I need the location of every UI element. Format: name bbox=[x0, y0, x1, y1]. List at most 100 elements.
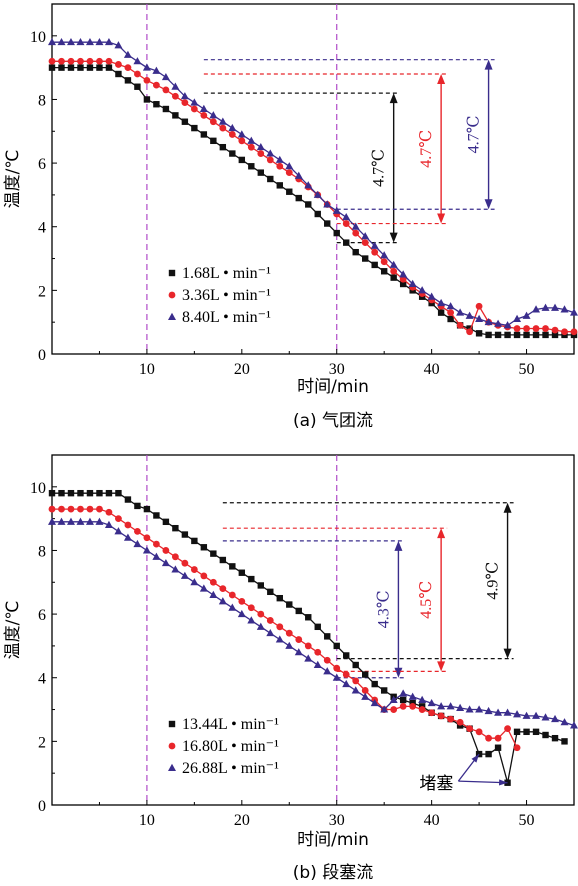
data-point bbox=[200, 572, 208, 580]
data-point bbox=[67, 505, 75, 513]
x-tick-label: 40 bbox=[424, 361, 440, 378]
data-point bbox=[257, 169, 264, 176]
data-point bbox=[456, 703, 465, 711]
y-tick-label: 0 bbox=[38, 347, 46, 364]
y-tick-label: 8 bbox=[38, 543, 46, 560]
data-point bbox=[408, 279, 417, 287]
data-point bbox=[447, 715, 455, 723]
data-point bbox=[162, 518, 170, 526]
data-point bbox=[48, 505, 56, 513]
arrow-head bbox=[484, 199, 493, 210]
data-point bbox=[351, 686, 360, 694]
data-point bbox=[314, 210, 321, 218]
series-circle bbox=[48, 505, 521, 752]
data-point bbox=[219, 143, 227, 151]
data-point bbox=[153, 512, 160, 519]
data-point bbox=[503, 708, 512, 716]
data-point bbox=[513, 314, 522, 322]
data-point bbox=[48, 37, 56, 46]
data-point bbox=[427, 292, 436, 300]
data-point bbox=[513, 710, 522, 718]
data-point bbox=[219, 585, 227, 593]
data-point bbox=[475, 314, 484, 322]
data-point bbox=[247, 143, 255, 151]
data-point bbox=[229, 150, 236, 157]
data-point bbox=[123, 50, 132, 58]
data-point bbox=[134, 502, 141, 510]
x-tick-label: 10 bbox=[139, 812, 155, 829]
data-point bbox=[200, 131, 208, 138]
data-point bbox=[332, 206, 341, 214]
data-point bbox=[77, 64, 84, 71]
data-point bbox=[171, 565, 180, 573]
data-point bbox=[96, 489, 103, 497]
arrow-head bbox=[484, 59, 493, 70]
data-point bbox=[48, 64, 56, 71]
data-point bbox=[57, 517, 66, 525]
data-point bbox=[361, 692, 370, 700]
data-point bbox=[399, 689, 408, 697]
data-point bbox=[305, 201, 312, 208]
data-point bbox=[172, 524, 179, 532]
data-point bbox=[304, 642, 312, 650]
data-point bbox=[209, 590, 218, 598]
data-point bbox=[370, 241, 379, 249]
data-point bbox=[275, 635, 284, 643]
data-point bbox=[475, 705, 484, 713]
delta-label: 4.5℃ bbox=[418, 581, 435, 619]
data-point bbox=[294, 648, 303, 656]
data-point bbox=[181, 531, 189, 538]
data-point bbox=[143, 534, 151, 542]
data-point bbox=[180, 92, 189, 100]
data-point bbox=[152, 66, 161, 74]
y-axis-label: 温度/℃ bbox=[3, 150, 23, 209]
data-point bbox=[485, 734, 492, 742]
data-point bbox=[324, 220, 331, 227]
data-point bbox=[218, 597, 227, 605]
data-point bbox=[238, 569, 246, 576]
data-point bbox=[561, 738, 568, 745]
data-point bbox=[86, 57, 94, 65]
data-point bbox=[199, 584, 208, 592]
data-point bbox=[304, 181, 313, 189]
data-point bbox=[58, 57, 65, 65]
data-point bbox=[494, 319, 503, 327]
data-point bbox=[542, 331, 549, 339]
data-point bbox=[437, 298, 446, 307]
data-point bbox=[96, 64, 103, 71]
data-point bbox=[114, 527, 123, 535]
series-line bbox=[52, 521, 575, 727]
data-point bbox=[332, 673, 341, 681]
data-point bbox=[399, 280, 407, 288]
data-point bbox=[266, 628, 275, 637]
data-point bbox=[561, 328, 568, 336]
data-point bbox=[133, 539, 142, 548]
y-tick-label: 2 bbox=[38, 734, 46, 751]
arrow-head bbox=[394, 540, 403, 551]
data-point bbox=[437, 309, 445, 316]
data-point bbox=[142, 63, 151, 71]
data-point bbox=[494, 744, 502, 751]
data-point bbox=[247, 604, 255, 612]
y-tick-label: 6 bbox=[38, 156, 46, 173]
data-point bbox=[76, 37, 85, 46]
data-point bbox=[191, 537, 198, 545]
data-point bbox=[484, 317, 493, 326]
chart-b: 10 20 30 40 50 0 2 4 6 8 10 时间/min 温度/℃ (b) 段塞流 4.3℃ 4.… bbox=[3, 454, 578, 883]
arrow-head bbox=[394, 667, 403, 678]
data-point bbox=[237, 130, 246, 138]
y-axis-label: 温度/℃ bbox=[3, 601, 23, 660]
data-point bbox=[114, 41, 123, 49]
data-point bbox=[171, 553, 179, 561]
data-point bbox=[371, 680, 378, 688]
x-tick-label: 30 bbox=[329, 812, 345, 829]
data-point bbox=[551, 734, 559, 742]
data-point bbox=[143, 76, 151, 84]
data-point bbox=[541, 303, 550, 311]
data-point bbox=[66, 37, 75, 46]
data-point bbox=[323, 667, 332, 675]
x-tick-label: 50 bbox=[519, 812, 535, 829]
data-point bbox=[190, 566, 198, 573]
data-point bbox=[343, 239, 350, 246]
series-square bbox=[48, 489, 568, 786]
